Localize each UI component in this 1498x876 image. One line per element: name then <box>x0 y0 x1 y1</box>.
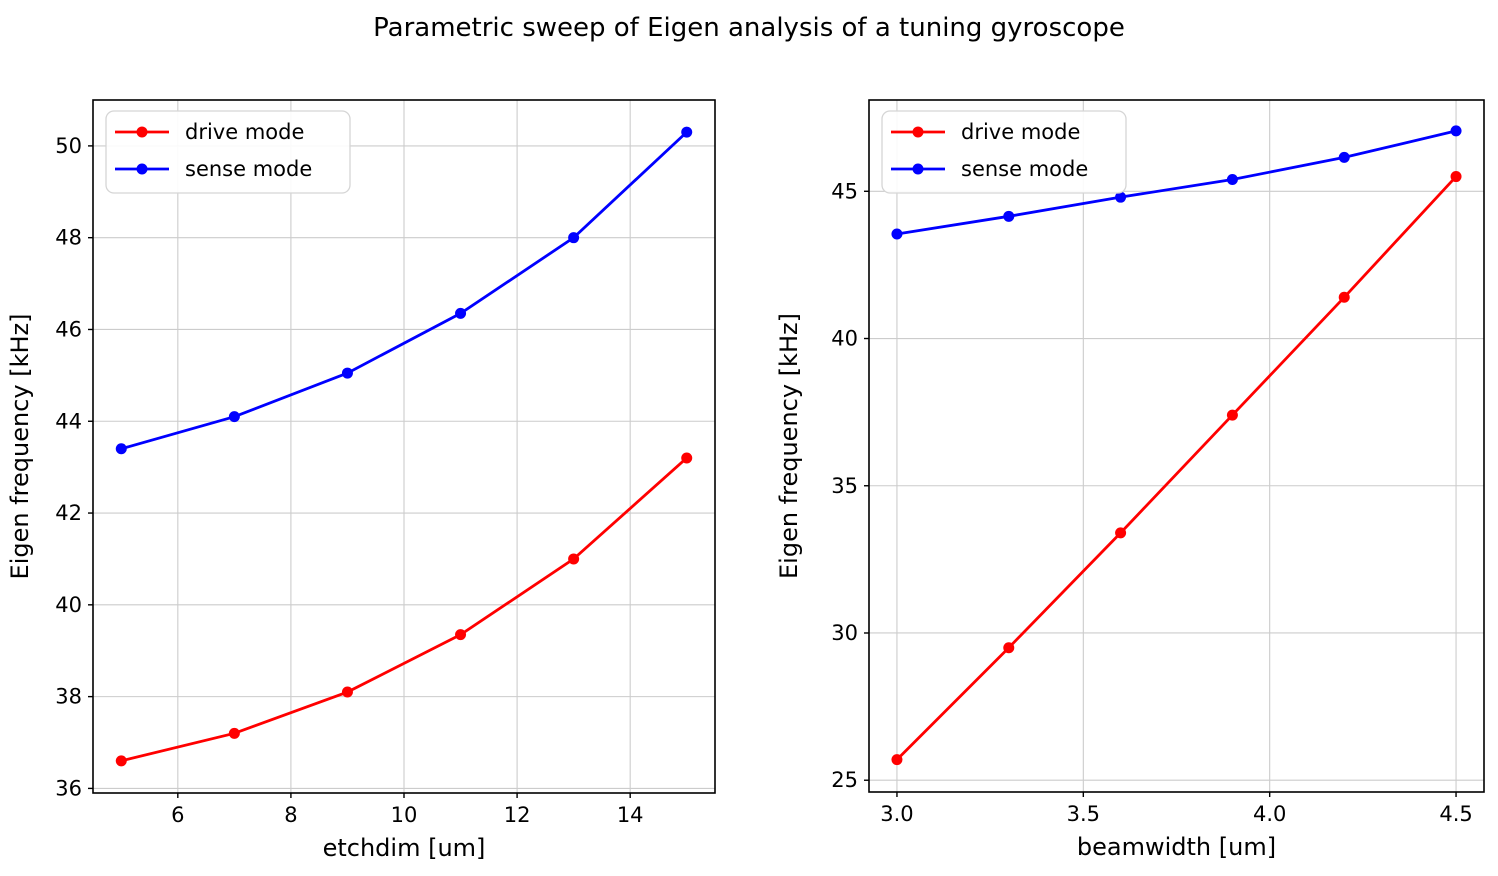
x-tick-label: 10 <box>391 803 418 827</box>
legend: drive mode sense mode <box>105 110 351 194</box>
x-axis-label: etchdim [um] <box>323 834 486 862</box>
legend-label: sense mode <box>185 157 312 181</box>
sense-mode-point <box>1003 210 1015 222</box>
legend-label: drive mode <box>961 120 1080 144</box>
y-tick-label: 25 <box>831 768 858 792</box>
y-tick-label: 42 <box>55 501 82 525</box>
drive-mode-point <box>568 553 580 565</box>
x-tick-label: 3.5 <box>1067 802 1100 826</box>
legend: drive mode sense mode <box>881 110 1127 194</box>
sense-mode-point <box>891 228 903 240</box>
chart-beamwidth-sweep: 3.0 3.5 4.0 4.5 25 30 35 40 45 beamwidth [um] Eige… <box>775 99 1485 861</box>
y-tick-label: 44 <box>55 409 82 433</box>
drive-mode-point <box>341 686 353 698</box>
y-tick-label: 45 <box>831 179 858 203</box>
drive-mode-line <box>120 456 688 763</box>
grid <box>869 100 1484 792</box>
drive-mode-point <box>891 754 903 766</box>
x-tick-label: 4.0 <box>1253 802 1286 826</box>
sense-mode-line <box>120 131 688 451</box>
x-axis-label: beamwidth [um] <box>1077 833 1276 861</box>
drive-mode-point <box>1338 291 1350 303</box>
legend-sample-marker <box>912 163 924 175</box>
x-tick-label: 14 <box>617 803 644 827</box>
sense-mode-line <box>896 129 1457 236</box>
drive-mode-point <box>1115 527 1127 539</box>
y-tick-label: 40 <box>55 593 82 617</box>
legend-entry-sense-mode: sense mode <box>891 157 1088 181</box>
x-tick-label: 12 <box>504 803 531 827</box>
axes-frame <box>92 99 716 794</box>
grid <box>93 100 715 793</box>
y-axis-label: Eigen frequency [kHz] <box>775 313 803 579</box>
drive-mode-point <box>115 755 127 767</box>
drive-mode-line <box>895 175 1458 761</box>
x-tick-label: 4.5 <box>1439 802 1472 826</box>
legend-entry-drive-mode: drive mode <box>115 120 304 144</box>
axis-ticks: 3.0 3.5 4.0 4.5 25 30 35 40 45 <box>831 179 1472 826</box>
legend-sample-marker <box>912 126 924 138</box>
drive-mode-point <box>228 727 240 739</box>
drive-mode-point <box>455 629 467 641</box>
y-tick-label: 46 <box>55 317 82 341</box>
sense-mode-point <box>1450 125 1462 137</box>
y-tick-label: 40 <box>831 327 858 351</box>
y-tick-label: 35 <box>831 474 858 498</box>
drive-mode-point <box>1226 409 1238 421</box>
legend-entry-drive-mode: drive mode <box>891 120 1080 144</box>
legend-label: sense mode <box>961 157 1088 181</box>
x-tick-label: 6 <box>171 803 184 827</box>
sense-mode-point <box>228 411 240 423</box>
sense-mode-point <box>1226 174 1238 186</box>
sense-mode-point <box>1115 191 1127 203</box>
y-axis-label: Eigen frequency [kHz] <box>6 314 34 580</box>
sense-mode-point <box>341 367 353 379</box>
sense-mode-point <box>455 307 467 319</box>
chart-etchdim-sweep: 6 8 10 12 14 36 38 40 42 44 46 48 50 etchdim [um] Eige… <box>6 99 716 862</box>
drive-mode-point <box>1003 642 1015 654</box>
sense-mode-point <box>115 443 127 455</box>
legend-entry-sense-mode: sense mode <box>115 157 312 181</box>
axes-frame <box>868 99 1485 793</box>
sense-mode-point <box>681 126 693 138</box>
axis-ticks: 6 8 10 12 14 36 38 40 42 44 46 48 50 <box>55 134 643 827</box>
y-tick-label: 38 <box>55 685 82 709</box>
legend-sample-marker <box>136 126 148 138</box>
sense-mode-point <box>568 232 580 244</box>
sense-mode-point <box>1338 151 1350 163</box>
drive-mode-point <box>681 452 693 464</box>
legend-label: drive mode <box>185 120 304 144</box>
y-tick-label: 36 <box>55 776 82 800</box>
x-tick-label: 3.0 <box>880 802 913 826</box>
y-tick-label: 48 <box>55 226 82 250</box>
x-tick-label: 8 <box>284 803 297 827</box>
legend-sample-marker <box>136 163 148 175</box>
drive-mode-point <box>1450 171 1462 183</box>
y-tick-label: 50 <box>55 134 82 158</box>
figure-title: Parametric sweep of Eigen analysis of a … <box>373 13 1125 43</box>
y-tick-label: 30 <box>831 621 858 645</box>
